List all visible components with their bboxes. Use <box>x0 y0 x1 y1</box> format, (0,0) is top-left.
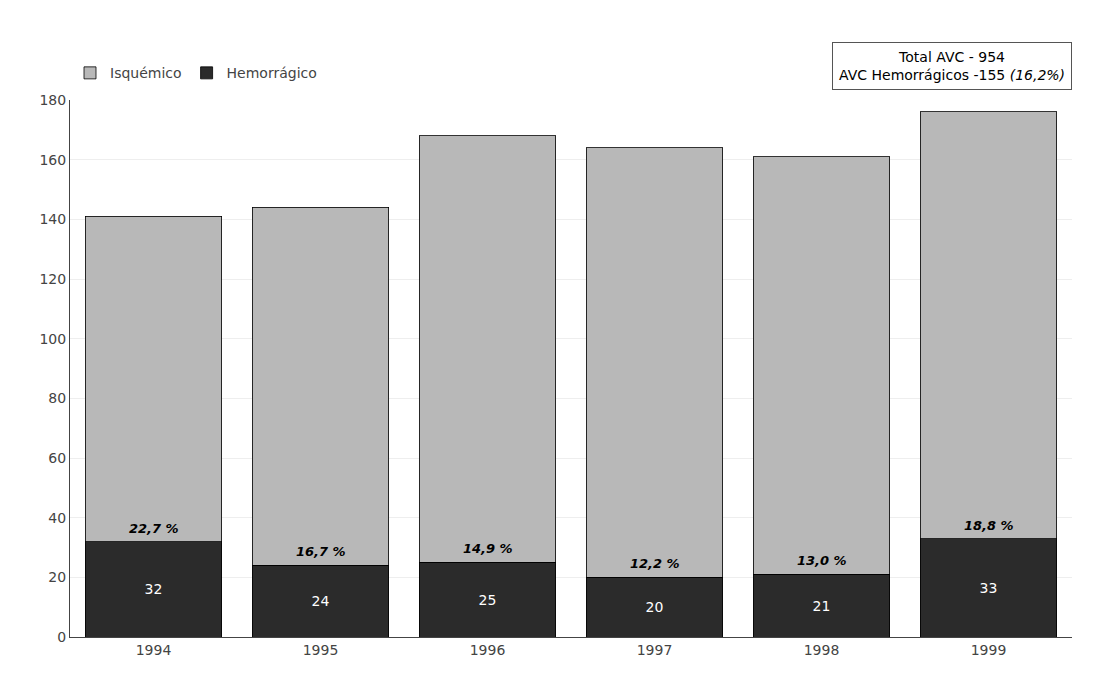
svg-text:24: 24 <box>312 593 330 609</box>
svg-text:21: 21 <box>813 598 831 614</box>
svg-text:180: 180 <box>39 92 66 108</box>
svg-text:60: 60 <box>48 450 66 466</box>
svg-text:25: 25 <box>479 592 497 608</box>
svg-text:1994: 1994 <box>136 642 172 658</box>
svg-text:160: 160 <box>39 152 66 168</box>
svg-text:120: 120 <box>39 271 66 287</box>
svg-text:12,2 %: 12,2 % <box>630 556 680 571</box>
svg-text:20: 20 <box>48 569 66 585</box>
svg-text:32: 32 <box>145 581 163 597</box>
svg-text:16,7 %: 16,7 % <box>296 544 346 559</box>
svg-text:Isquémico: Isquémico <box>110 65 182 81</box>
svg-text:40: 40 <box>48 510 66 526</box>
svg-text:18,8 %: 18,8 % <box>964 518 1014 533</box>
svg-text:Hemorrágico: Hemorrágico <box>227 65 317 81</box>
svg-text:14,9 %: 14,9 % <box>463 541 513 556</box>
svg-text:100: 100 <box>39 331 66 347</box>
svg-text:1998: 1998 <box>804 642 840 658</box>
svg-text:33: 33 <box>980 580 998 596</box>
svg-text:13,0 %: 13,0 % <box>797 553 847 568</box>
svg-text:1999: 1999 <box>971 642 1007 658</box>
svg-text:1995: 1995 <box>303 642 339 658</box>
svg-text:1996: 1996 <box>470 642 506 658</box>
svg-text:22,7 %: 22,7 % <box>129 521 179 536</box>
svg-text:140: 140 <box>39 211 66 227</box>
svg-text:20: 20 <box>646 599 664 615</box>
svg-text:0: 0 <box>57 629 66 645</box>
svg-text:1997: 1997 <box>637 642 673 658</box>
svg-text:Total AVC - 954AVC Hemorrágico: Total AVC - 954AVC Hemorrágicos -155 (16… <box>839 49 1065 83</box>
svg-text:80: 80 <box>48 390 66 406</box>
